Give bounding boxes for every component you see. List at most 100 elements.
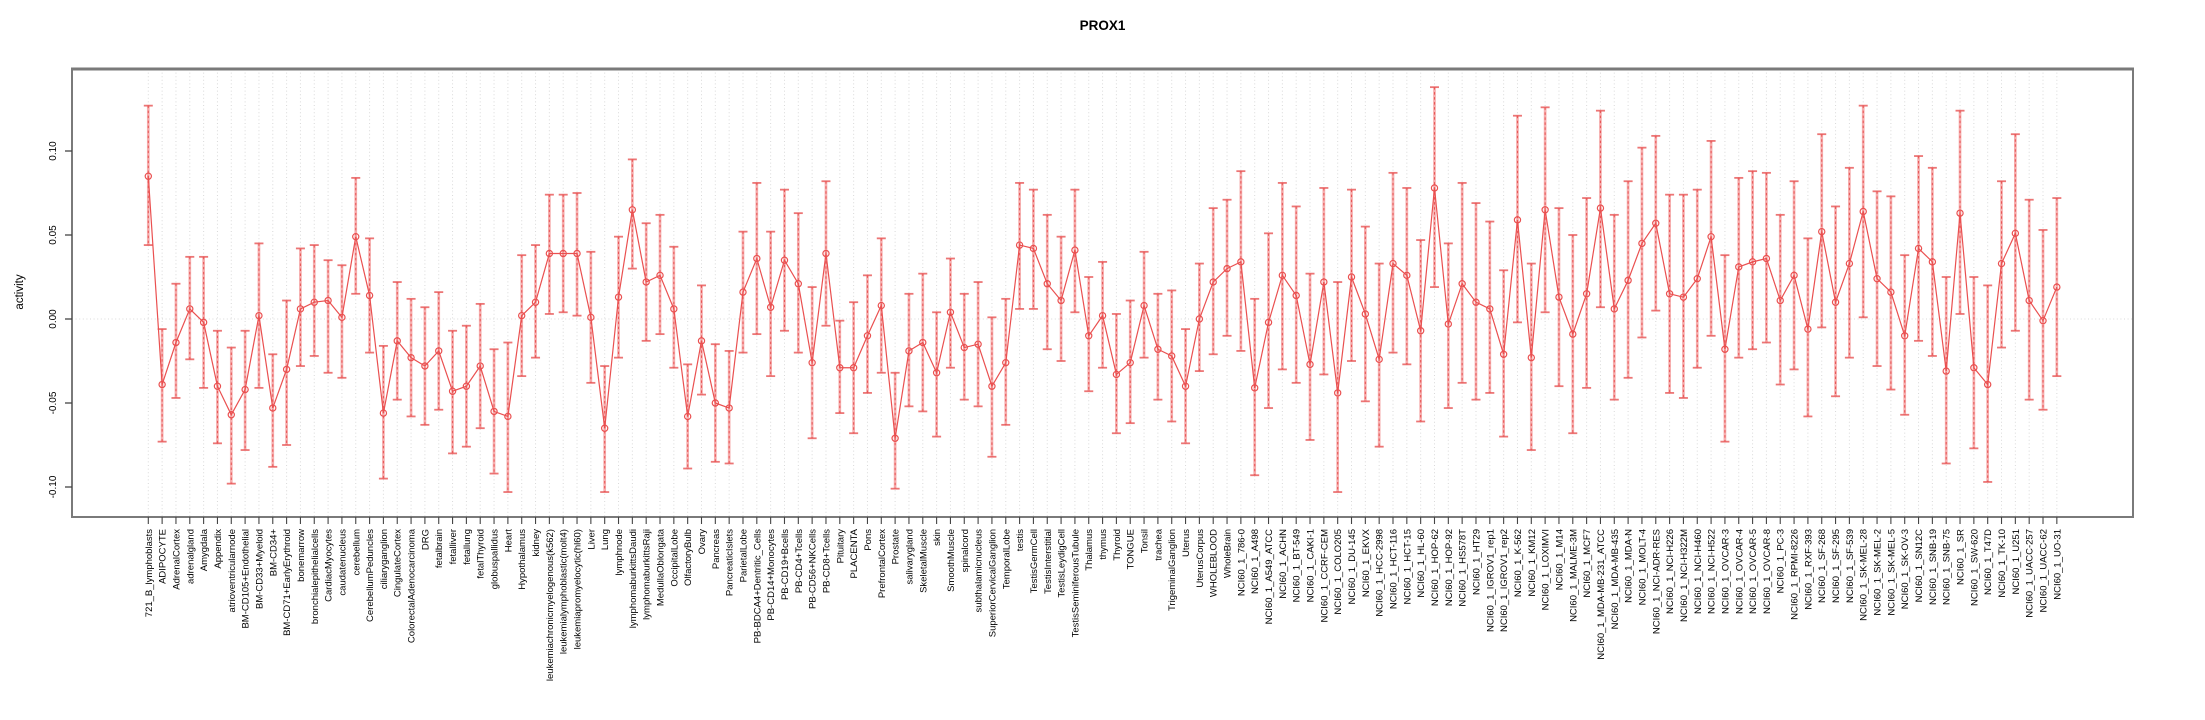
x-tick-label: NCI60_1_SN12C xyxy=(1914,529,1925,603)
x-tick-label: NCI60_1_SF-268 xyxy=(1817,529,1828,603)
data-point xyxy=(1181,382,1190,390)
data-point xyxy=(1818,227,1826,236)
data-point xyxy=(822,249,830,258)
x-tick-label: PB-CD19+Bcells xyxy=(780,529,791,600)
data-point xyxy=(241,385,249,394)
y-tick-label: 0.00 xyxy=(48,309,59,329)
x-tick-label: 721_B_lymphoblasts xyxy=(144,529,155,617)
x-tick-label: PB-CD14+Monocytes xyxy=(766,529,777,621)
data-point xyxy=(144,172,152,180)
data-point xyxy=(448,387,457,395)
data-point xyxy=(988,382,996,390)
x-tick-label: lymphomaburkittsRaji xyxy=(642,529,653,620)
x-tick-label: NCI60_1_IGROV1_rep1 xyxy=(1485,529,1496,632)
x-tick-label: Tonsil xyxy=(1140,529,1151,553)
x-tick-label: NCI60_1_DU-145 xyxy=(1347,529,1358,605)
data-point xyxy=(1015,241,1024,249)
data-point xyxy=(849,364,858,372)
x-tick-label: WholeBrain xyxy=(1223,529,1234,578)
x-tick-label: thymus xyxy=(1098,529,1109,560)
data-point xyxy=(310,298,318,306)
x-tick-label: NCI60_1_SF-539 xyxy=(1845,529,1856,603)
data-point xyxy=(2025,296,2033,305)
x-tick-label: salivarygland xyxy=(904,529,915,584)
x-tick-label: fetallung xyxy=(462,529,473,565)
x-tick-label: NCI60_1_UO-31 xyxy=(2052,529,2063,600)
x-tick-label: NCI60_1_SK-MEL-5 xyxy=(1886,529,1897,616)
x-tick-label: NCI60_1_HOP-62 xyxy=(1430,529,1441,606)
x-tick-label: NCI60_1_PC-3 xyxy=(1776,529,1787,593)
data-point xyxy=(435,347,443,355)
x-tick-label: NCI60_1_SNB-19 xyxy=(1928,529,1939,605)
data-point xyxy=(573,249,581,258)
x-tick-label: spinalcord xyxy=(960,529,971,572)
data-point xyxy=(1389,259,1397,268)
x-tick-label: kidney xyxy=(531,529,542,557)
x-tick-label: UterusCorpus xyxy=(1195,529,1206,588)
data-point xyxy=(1250,384,1259,392)
x-tick-label: leukemialymphoblastic(molt4) xyxy=(559,529,570,654)
x-tick-label: CerebellumPeduncles xyxy=(365,529,376,622)
x-tick-label: subthalamicnucleus xyxy=(974,529,985,613)
data-point xyxy=(462,382,471,390)
x-tick-label: globuspallidus xyxy=(490,529,501,589)
data-point xyxy=(490,407,498,416)
data-point xyxy=(1956,209,1964,217)
data-point xyxy=(1361,310,1370,318)
data-point xyxy=(1569,330,1577,338)
x-tick-label: Prostate xyxy=(891,529,902,564)
x-tick-label: NCI60_1_MDA-MB-231_ATCC xyxy=(1596,529,1607,660)
data-point xyxy=(1555,293,1563,301)
x-tick-label: NCI60_1_NCI-H522 xyxy=(1707,529,1718,614)
data-point xyxy=(1997,259,2006,268)
data-point xyxy=(269,404,277,412)
data-point xyxy=(1472,298,1480,306)
x-tick-label: Pancreas xyxy=(711,529,722,569)
data-points xyxy=(144,172,2061,442)
data-point xyxy=(1057,296,1065,305)
data-point xyxy=(324,296,332,305)
data-point xyxy=(600,424,609,432)
x-tick-label: NCI60_1_HL-60 xyxy=(1416,529,1427,598)
axes: -0.10 -0.05 0.00 0.05 0.10 721_B_lymphoblasts… xyxy=(48,67,2134,681)
x-tick-label: Hypothalamus xyxy=(517,529,528,590)
data-point xyxy=(1970,364,1978,372)
x-tick-label: Amygdala xyxy=(199,528,210,571)
data-point xyxy=(1486,305,1494,313)
data-point xyxy=(905,347,913,355)
x-tick-label: Heart xyxy=(503,529,514,553)
data-point xyxy=(227,411,235,419)
data-point xyxy=(199,318,208,327)
data-point xyxy=(1320,278,1328,286)
x-tick-label: NCI60_1_MALME-3M xyxy=(1568,529,1579,622)
data-point xyxy=(531,298,540,306)
x-tick-label: Appendix xyxy=(213,529,224,569)
x-tick-label: NCI60_1_RXF-393 xyxy=(1803,529,1814,610)
data-point xyxy=(808,358,816,367)
data-point xyxy=(2011,229,2020,238)
data-point xyxy=(697,337,706,345)
x-tick-label: SmoothMuscle xyxy=(946,529,957,592)
data-point xyxy=(1292,291,1300,300)
data-point xyxy=(1264,318,1273,327)
x-tick-label: CardiacMyocytes xyxy=(324,529,335,602)
x-tick-label: NCI60_1_NCI-H226 xyxy=(1665,529,1676,614)
x-tick-label: bronchialepithelialcells xyxy=(310,529,321,624)
x-tick-label: lymphomaburkittsDaudi xyxy=(628,529,639,628)
x-tick-label: Liver xyxy=(586,529,597,550)
data-point xyxy=(1029,244,1038,253)
x-tick-label: NCI60_1_OVCAR-3 xyxy=(1720,529,1731,614)
x-tick-label: CingulateCortex xyxy=(393,529,404,597)
x-tick-label: TONGUE xyxy=(1126,529,1137,569)
x-tick-label: NCI60_1_SR xyxy=(1956,529,1967,585)
data-point xyxy=(296,305,305,313)
data-point xyxy=(1845,259,1854,268)
x-tick-label: skin xyxy=(932,529,943,546)
data-point xyxy=(1942,367,1950,375)
x-tick-label: NCI60_1_OVCAR-5 xyxy=(1748,529,1759,614)
x-tick-label: Ovary xyxy=(697,529,708,555)
mean-polyline xyxy=(147,176,2058,439)
x-tick-label: OlfactoryBulb xyxy=(683,529,694,586)
data-point xyxy=(2039,316,2047,325)
data-point xyxy=(1333,389,1342,397)
